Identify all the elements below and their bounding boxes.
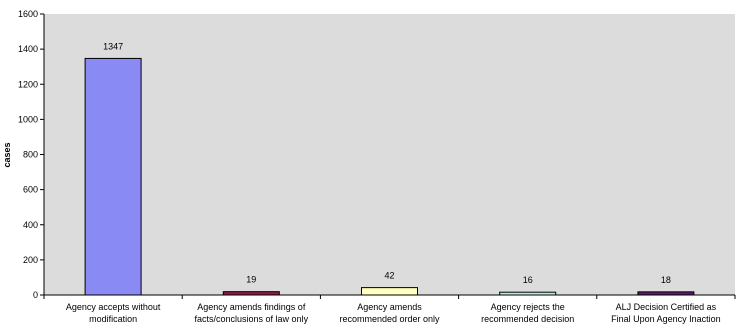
category-label: facts/conclusions of law only	[195, 314, 309, 324]
data-label: 19	[246, 275, 256, 285]
y-tick-label: 800	[23, 150, 38, 160]
category-label: Agency amends findings of	[197, 302, 306, 312]
bar	[84, 57, 142, 296]
data-label: 42	[384, 271, 394, 281]
category-label: Final Upon Agency Inaction	[611, 314, 721, 324]
y-tick-label: 1400	[18, 44, 38, 54]
y-tick-label: 1200	[18, 79, 38, 89]
data-label: 18	[661, 275, 671, 285]
category-label: recommended decision	[481, 314, 574, 324]
y-tick-label: 200	[23, 255, 38, 265]
y-tick-label: 1000	[18, 114, 38, 124]
bar	[361, 287, 418, 296]
plot-area	[44, 14, 735, 295]
y-tick-label: 600	[23, 185, 38, 195]
y-tick-label: 1600	[18, 9, 38, 19]
data-label: 1347	[103, 41, 123, 51]
y-tick-label: 400	[23, 220, 38, 230]
category-label: recommended order only	[339, 314, 440, 324]
category-label: Agency rejects the	[491, 302, 565, 312]
category-label: Agency accepts without	[66, 302, 161, 312]
category-label: ALJ Decision Certified as	[616, 302, 717, 312]
category-label: Agency amends	[357, 302, 422, 312]
data-label: 16	[523, 275, 533, 285]
category-label: modification	[89, 314, 137, 324]
bar	[222, 291, 280, 296]
y-tick-label: 0	[33, 290, 38, 300]
y-axis-title: cases	[2, 142, 12, 167]
